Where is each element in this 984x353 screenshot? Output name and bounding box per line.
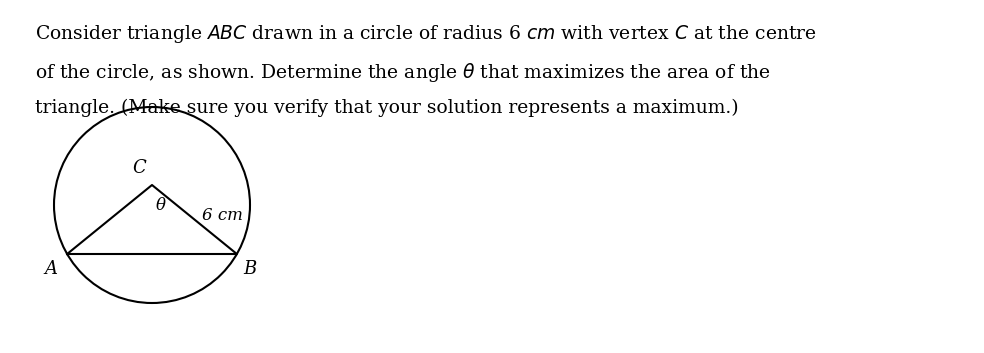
Text: A: A (44, 260, 57, 278)
Text: 6 cm: 6 cm (203, 207, 243, 224)
Text: of the circle, as shown. Determine the angle $\theta$ that maximizes the area of: of the circle, as shown. Determine the a… (35, 61, 770, 84)
Text: Consider triangle $\mathit{ABC}$ drawn in a circle of radius 6 $\mathit{cm}$ wit: Consider triangle $\mathit{ABC}$ drawn i… (35, 23, 817, 45)
Text: θ: θ (156, 197, 166, 214)
Text: triangle. (Make sure you verify that your solution represents a maximum.): triangle. (Make sure you verify that you… (35, 99, 739, 117)
Text: C: C (132, 159, 146, 177)
Text: B: B (243, 260, 256, 278)
